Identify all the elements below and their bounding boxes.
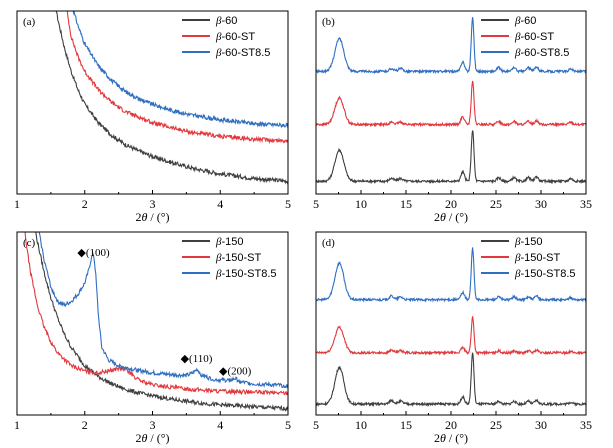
panel-c: 1 2 3 4 5 2θ / (°) (c) β-150 β-150-ST β-150-ST8.5…: [14, 231, 291, 445]
series-line-β-60-ST: [316, 80, 586, 128]
legend-label: β-150-ST8.5: [514, 268, 576, 280]
x-tick-label: 10: [355, 418, 367, 432]
x-tick-label: 1: [14, 418, 20, 432]
x-tick-label: 25: [490, 197, 502, 211]
legend-label: β-150-ST8.5: [215, 268, 277, 280]
x-tick-label: 35: [580, 197, 592, 211]
legend-label: β-60-ST: [215, 31, 255, 43]
x-tick-label: 30: [535, 197, 547, 211]
x-tick-label: 1: [14, 197, 20, 211]
panel-label: (b): [322, 16, 335, 28]
x-tick-label: 5: [313, 197, 319, 211]
x-tick-label: 2: [82, 197, 88, 211]
x-axis-title: 2θ / (°): [135, 431, 169, 445]
x-axis-title: 2θ / (°): [434, 431, 468, 445]
legend-label: β-60-ST8.5: [514, 47, 569, 59]
x-tick-label: 5: [313, 418, 319, 432]
x-tick-label: 20: [445, 418, 457, 432]
series-line-β-150-ST8.5: [38, 232, 288, 389]
series-line-β-60-ST8.5: [72, 11, 288, 129]
series-line-β-150: [316, 352, 586, 408]
peak-annotation: ◆(100): [77, 247, 110, 259]
series-line-β-150-ST: [24, 232, 288, 396]
x-tick-label: 3: [150, 418, 156, 432]
legend-label: β-150: [514, 236, 543, 248]
x-tick-label: 5: [285, 197, 291, 211]
x-axis-title: 2θ / (°): [135, 210, 169, 224]
peak-annotation: ◆(110): [181, 353, 213, 365]
x-tick-label: 3: [150, 197, 156, 211]
panel-label: (c): [23, 237, 36, 249]
legend-label: β-60-ST8.5: [215, 47, 270, 59]
legend: β-150 β-150-ST β-150-ST8.5: [481, 236, 576, 280]
series-line-β-60: [55, 11, 288, 185]
peak-annotation: ◆(200): [219, 366, 252, 378]
legend-label: β-60: [215, 15, 237, 27]
legend: β-60 β-60-ST β-60-ST8.5: [182, 15, 270, 59]
x-tick-label: 25: [490, 418, 502, 432]
series-line-β-60: [316, 130, 586, 185]
legend-label: β-60-ST: [514, 31, 554, 43]
x-tick-label: 15: [400, 418, 412, 432]
x-tick-label: 15: [400, 197, 412, 211]
x-axis-title: 2θ / (°): [434, 210, 468, 224]
legend-label: β-150: [215, 236, 244, 248]
panel-label: (a): [23, 16, 36, 28]
panel-label: (d): [322, 237, 335, 249]
x-tick-label: 2: [82, 418, 88, 432]
x-tick-label: 20: [445, 197, 457, 211]
x-tick-label: 5: [285, 418, 291, 432]
legend-label: β-150-ST: [514, 252, 561, 264]
x-tick-label: 4: [217, 197, 223, 211]
legend: β-60 β-60-ST β-60-ST8.5: [481, 15, 569, 59]
series-line-β-60-ST8.5: [316, 17, 586, 75]
panel-a: 1 2 3 4 5 2θ / (°) (a) β-60 β-60-ST β-60-ST8.5: [14, 10, 291, 224]
series-line-β-150: [35, 232, 288, 412]
x-tick-label: 30: [535, 418, 547, 432]
x-tick-label: 35: [580, 418, 592, 432]
x-tick-label: 10: [355, 197, 367, 211]
x-tick-label: 4: [217, 418, 223, 432]
legend-label: β-150-ST: [215, 252, 262, 264]
series-line-β-60-ST: [66, 11, 288, 145]
legend-label: β-60: [514, 15, 536, 27]
panel-b: 5 10 15 20 25 30 35 2θ / (°) (b) β-60 β-60-ST β-60-…: [313, 10, 592, 224]
series-line-β-150-ST8.5: [316, 247, 586, 303]
legend: β-150 β-150-ST β-150-ST8.5: [182, 236, 277, 280]
series-line-β-150-ST: [316, 316, 586, 356]
